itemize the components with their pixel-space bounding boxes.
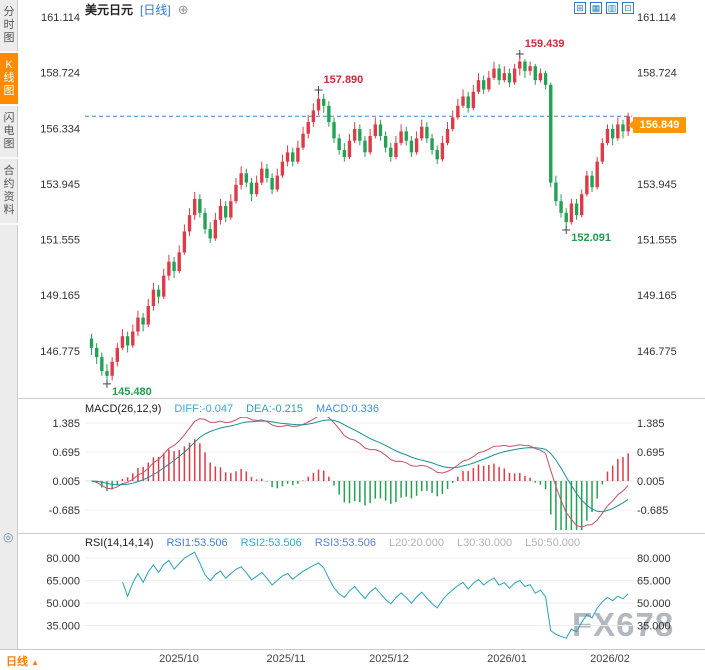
x-axis-label: 2026/01 [487, 653, 527, 665]
x-axis-label: 2026/02 [590, 653, 630, 665]
svg-text:161.114: 161.114 [41, 12, 80, 24]
fullscreen-icon[interactable]: ⊡ [622, 2, 634, 14]
sidebar-tab-lightning-chart[interactable]: 闪电图 [0, 106, 18, 159]
svg-text:0.005: 0.005 [637, 476, 665, 488]
x-axis-label: 2025/11 [266, 653, 306, 665]
rsi-title: RSI(14,14,14) [85, 537, 154, 549]
chevron-up-icon: ▲ [31, 658, 39, 667]
grid-icon[interactable]: ▦ [590, 2, 602, 14]
svg-text:146.775: 146.775 [40, 346, 80, 358]
svg-text:35.000: 35.000 [637, 621, 671, 633]
rsi1-value: RSI1:53.506 [166, 537, 228, 549]
svg-text:146.775: 146.775 [637, 346, 677, 358]
svg-text:0.695: 0.695 [637, 447, 665, 459]
svg-text:50.000: 50.000 [46, 598, 80, 610]
svg-text:65.000: 65.000 [46, 576, 80, 588]
timeframe-label: 日线 [6, 656, 28, 668]
svg-text:153.945: 153.945 [40, 179, 80, 191]
svg-text:145.480: 145.480 [112, 386, 152, 398]
latest-price-tag: 156.849 [628, 117, 686, 133]
chart-toolbar: ⊞ ▦ ▥ ⊡ [574, 2, 634, 14]
crosshair-icon[interactable]: ⊞ [574, 2, 586, 14]
svg-text:35.000: 35.000 [46, 621, 80, 633]
svg-text:-0.685: -0.685 [49, 505, 80, 517]
chart-style-icon[interactable]: ▥ [606, 2, 618, 14]
svg-text:149.165: 149.165 [40, 290, 80, 302]
symbol-title: 美元日元 [85, 3, 134, 17]
svg-text:159.439: 159.439 [525, 38, 565, 50]
watermark: FX678 [572, 606, 675, 643]
rsi-l50-value: L50:50.000 [525, 537, 581, 549]
x-axis-label: 2025/12 [369, 653, 409, 665]
timeframe-selector[interactable]: 日线 ▲ [6, 653, 39, 669]
sidebar-tab-time-chart[interactable]: 分时图 [0, 0, 18, 53]
time-axis: 日线 ▲ 2025/10 2025/11 2025/12 2026/01 202… [0, 649, 705, 670]
x-axis-label: 2025/10 [159, 653, 199, 665]
svg-text:65.000: 65.000 [637, 576, 671, 588]
svg-text:80.000: 80.000 [637, 553, 671, 565]
svg-text:50.000: 50.000 [637, 598, 671, 610]
sidebar-tab-contract-info[interactable]: 合约资料 [0, 159, 18, 225]
svg-text:156.334: 156.334 [40, 123, 80, 135]
sidebar: 分时图 K线图 闪电图 合约资料 [0, 0, 18, 649]
add-compare-icon[interactable]: ⊕ [177, 1, 189, 17]
rsi-l20-value: L20:20.000 [388, 537, 445, 549]
macd-diff-value: DIFF:-0.047 [174, 403, 234, 415]
svg-text:157.890: 157.890 [324, 74, 364, 86]
svg-text:158.724: 158.724 [637, 68, 677, 80]
rsi-header: RSI(14,14,14) RSI1:53.506 RSI2:53.506 RS… [85, 537, 580, 549]
svg-text:151.555: 151.555 [40, 235, 80, 247]
chart-header: 美元日元 [日线] ⊕ [85, 1, 189, 18]
svg-text:-0.685: -0.685 [637, 505, 668, 517]
svg-text:1.385: 1.385 [52, 418, 80, 430]
rsi2-value: RSI2:53.506 [240, 537, 302, 549]
timeframe-tag: [日线] [140, 3, 171, 17]
svg-text:161.114: 161.114 [637, 12, 676, 24]
rsi-l30-value: L30:30.000 [457, 537, 513, 549]
svg-text:149.165: 149.165 [637, 290, 677, 302]
sidebar-tab-kline-chart[interactable]: K线图 [0, 53, 18, 106]
svg-text:80.000: 80.000 [46, 553, 80, 565]
svg-text:158.724: 158.724 [40, 68, 80, 80]
svg-text:0.005: 0.005 [52, 476, 80, 488]
rsi3-value: RSI3:53.506 [314, 537, 376, 549]
macd-dea-value: DEA:-0.215 [246, 403, 303, 415]
svg-text:1.385: 1.385 [637, 418, 665, 430]
macd-hist-value: MACD:0.336 [315, 403, 379, 415]
macd-title: MACD(26,12,9) [85, 403, 162, 415]
svg-text:152.091: 152.091 [571, 232, 611, 244]
macd-header: MACD(26,12,9) DIFF:-0.047 DEA:-0.215 MAC… [85, 403, 379, 415]
svg-text:153.945: 153.945 [637, 179, 677, 191]
indicator-settings-icon[interactable]: ◎ [3, 530, 14, 544]
svg-text:151.555: 151.555 [637, 235, 677, 247]
svg-text:0.695: 0.695 [52, 447, 80, 459]
